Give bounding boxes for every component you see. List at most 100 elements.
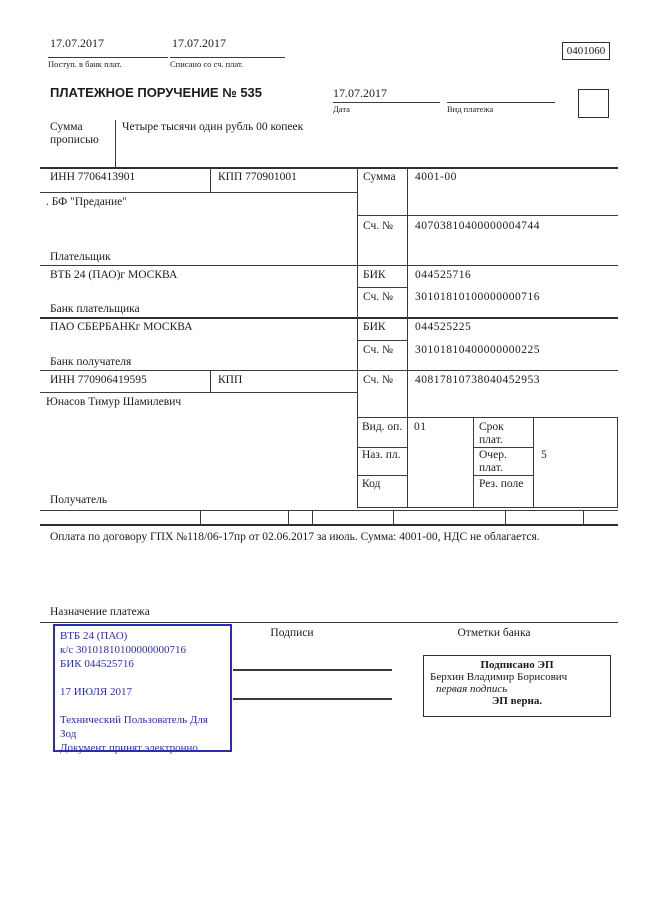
divider [473,475,533,476]
stamp-bank-name: ВТБ 24 (ПАО) [60,630,128,642]
form-code-box: 0401060 [562,42,610,60]
table-border [40,167,618,169]
op-term-label: Срок плат. [479,421,504,447]
payee-name: Юнасов Тимур Шамилевич [46,396,182,408]
esignature-stamp: Подписано ЭП Берхин Владимир Борисович п… [423,655,611,717]
purpose-text: Оплата по договору ГПХ №118/06-17пр от 0… [50,531,540,543]
payer-name: . БФ "Предание" [46,196,127,208]
date-debited-label: Списано со сч. плат. [170,59,244,69]
payee-inn: ИНН 770906419595 [50,374,147,386]
document-title: ПЛАТЕЖНОЕ ПОРУЧЕНИЕ № 535 [50,85,263,100]
signatures-header: Подписи [270,627,314,639]
payer-kpp: КПП 770901001 [218,171,297,183]
op-purpose-code-label: Наз. пл. [362,449,401,461]
divider [357,167,358,507]
table-border [40,524,618,526]
payee-bank-bik-label: БИК [363,321,386,333]
stamp-user-line1: Технический Пользователь Для [60,714,208,726]
divider [533,417,534,507]
divider [170,57,285,58]
payee-account-label: Сч. № [363,374,394,386]
divider [40,510,618,511]
payee-bank-account: 30101810400000000225 [415,344,540,356]
divider [115,120,116,168]
divider [210,370,211,392]
divider [357,447,407,448]
esignature-title: Подписано ЭП [480,659,554,671]
payee-account: 40817810738040452953 [415,374,540,386]
stamp-accepted: Документ принят электронно [60,742,198,754]
op-order-value: 5 [541,449,547,461]
divider [40,392,357,393]
stamp-bik: БИК 044525716 [60,658,134,670]
divider [473,447,533,448]
date-received-value: 17.07.2017 [50,36,104,50]
divider [357,475,407,476]
payee-bank-name: ПАО СБЕРБАНКг МОСКВА [50,321,193,333]
op-reserve-label: Рез. поле [479,478,524,490]
payer-bank-label: Банк плательщика [50,303,140,315]
document-date-label: Дата [333,104,350,114]
payer-bank-bik: 044525716 [415,269,472,281]
stamp-spacer [60,671,225,685]
esignature-role: первая подпись [436,683,508,695]
divider [40,192,357,193]
bank-stamp: ВТБ 24 (ПАО) к/с 30101810100000000716 БИ… [53,624,232,754]
divider [583,510,584,525]
divider [357,417,618,418]
payer-account-label: Сч. № [363,220,394,232]
op-type-label: Вид. оп. [362,421,403,433]
payment-type-box [578,89,609,118]
payment-type-label: Вид платежа [447,104,494,114]
divider [357,215,618,216]
esignature-verified: ЭП верна. [491,695,543,707]
payer-inn: ИНН 7706413901 [50,171,136,183]
esignature-name: Берхин Владимир Борисович [430,671,568,683]
divider [473,417,474,507]
divider [357,507,618,508]
payee-bank-account-label: Сч. № [363,344,394,356]
divider [393,510,394,525]
signature-line [233,669,392,671]
payer-bank-account: 30101810100000000716 [415,291,540,303]
payee-bank-label: Банк получателя [50,356,132,368]
stamp-spacer [60,699,225,713]
document-date-value: 17.07.2017 [333,86,387,100]
op-type-value: 01 [414,421,427,433]
divider [48,57,168,58]
divider [312,510,313,525]
payer-bank-account-label: Сч. № [363,291,394,303]
divider [210,167,211,192]
divider [505,510,506,525]
divider [40,622,618,623]
divider [617,417,618,507]
date-received-label: Поступ. в банк плат. [48,59,122,69]
signature-line [233,698,392,700]
table-border [40,317,618,319]
divider [40,265,618,266]
stamp-corr-account: к/с 30101810100000000716 [60,644,187,656]
bank-marks-header: Отметки банка [457,627,531,639]
sum-label: Сумма [363,171,396,183]
date-debited-value: 17.07.2017 [172,36,226,50]
divider [333,102,440,103]
amount-words-label: Сумма прописью [50,121,99,147]
sum-value: 4001-00 [415,171,457,183]
op-code-label: Код [362,478,381,490]
payer-bank-name: ВТБ 24 (ПАО)г МОСКВА [50,269,178,281]
divider [447,102,555,103]
divider [288,510,289,525]
payer-account: 40703810400000004744 [415,220,540,232]
payee-bank-bik: 044525225 [415,321,472,333]
stamp-date: 17 ИЮЛЯ 2017 [60,686,132,698]
op-order-label: Очер. плат. [479,449,507,475]
divider [407,167,408,507]
payee-label: Получатель [50,494,108,506]
payer-bank-bik-label: БИК [363,269,386,281]
amount-words-value: Четыре тысячи один рубль 00 копеек [122,121,304,133]
divider [357,340,407,341]
payee-kpp: КПП [218,374,243,386]
divider [357,287,407,288]
divider [40,370,618,371]
